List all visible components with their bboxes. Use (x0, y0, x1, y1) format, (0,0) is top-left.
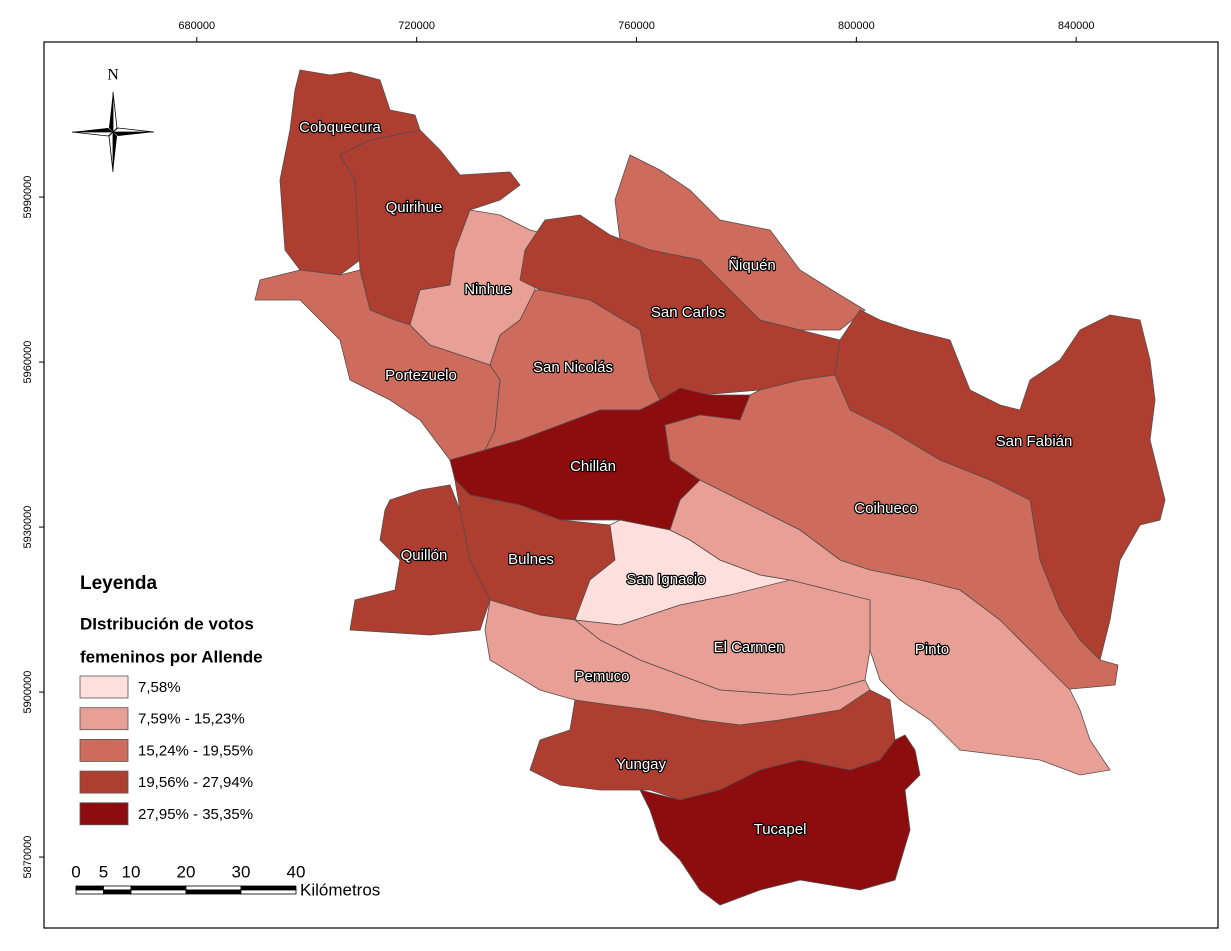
region-label: Pinto (915, 641, 949, 658)
north-label: N (107, 67, 119, 84)
scale-label: 20 (177, 862, 196, 881)
region-label: San Fabián (996, 433, 1073, 450)
regions: Cobquecura Quirihue Ninhue Ñiquén San Carlos… (254, 69, 1166, 906)
legend-label: 7,59% - 15,23% (138, 711, 245, 728)
region-label: Ninhue (464, 281, 512, 298)
legend-subtitle: DIstribución de votos (80, 614, 254, 633)
region-label: Pemuco (574, 668, 629, 685)
legend-label: 27,95% - 35,35% (138, 806, 253, 823)
region-label: Cobquecura (299, 119, 381, 136)
legend-swatch (79, 739, 129, 762)
region-label: San Nicolás (533, 359, 613, 376)
x-tick-label: 680000 (178, 20, 215, 32)
scale-segment (130, 885, 187, 891)
y-tick-label: 5960000 (22, 341, 34, 384)
north-arrow: N (71, 67, 155, 173)
legend: 7,58% 7,59% - 15,23% 15,24% - 19,55% 19,56%… (79, 675, 253, 826)
region (639, 734, 921, 906)
legend-swatch (79, 707, 129, 731)
region-label: Tucapel (754, 821, 807, 838)
scale-label: 10 (122, 862, 141, 881)
legend-swatch (79, 675, 129, 699)
scale-segment (240, 889, 297, 895)
y-tick-label: 5900000 (22, 671, 34, 714)
region-label: Portezuelo (385, 367, 457, 384)
region-label: Bulnes (508, 551, 554, 568)
x-tick-label: 760000 (618, 20, 655, 32)
region-label: El Carmen (714, 639, 785, 656)
scale-segment (75, 889, 104, 895)
legend-swatch (79, 802, 129, 826)
region-label: Ñiquén (728, 257, 776, 274)
x-tick-label: 720000 (398, 20, 435, 32)
y-tick-label: 5870000 (22, 836, 34, 879)
x-tick-label: 840000 (1058, 20, 1095, 32)
y-tick-label: 5990000 (22, 176, 34, 219)
scale-segment (240, 885, 297, 891)
scale-segment (103, 889, 132, 895)
scale-segment (185, 885, 242, 891)
region-label: San Ignacio (626, 571, 705, 588)
legend-label: 19,56% - 27,94% (138, 774, 253, 791)
region-label: Coihueco (854, 500, 917, 517)
scale-unit: Kilómetros (300, 880, 380, 899)
legend-swatch (79, 770, 129, 794)
region-label: San Carlos (651, 304, 725, 321)
scale-segment (103, 885, 132, 891)
x-tick-label: 800000 (838, 20, 875, 32)
scale-segment (130, 889, 187, 895)
region-label: Quirihue (386, 199, 443, 216)
legend-title: Leyenda (80, 573, 158, 594)
region (349, 484, 491, 636)
y-tick-label: 5930000 (22, 506, 34, 549)
scale-label: 0 (71, 862, 80, 881)
scale-label: 30 (232, 862, 251, 881)
legend-subtitle: femeninos por Allende (80, 647, 263, 666)
legend-label: 15,24% - 19,55% (138, 742, 253, 759)
region-label: Chillán (570, 458, 616, 475)
scale-segment (185, 889, 242, 895)
region-label: Yungay (616, 756, 667, 773)
scale-label: 40 (287, 862, 306, 881)
legend-label: 7,58% (138, 679, 181, 696)
region-label: Quillón (401, 547, 448, 564)
scale-label: 5 (99, 862, 108, 881)
scale-segment (75, 885, 104, 891)
